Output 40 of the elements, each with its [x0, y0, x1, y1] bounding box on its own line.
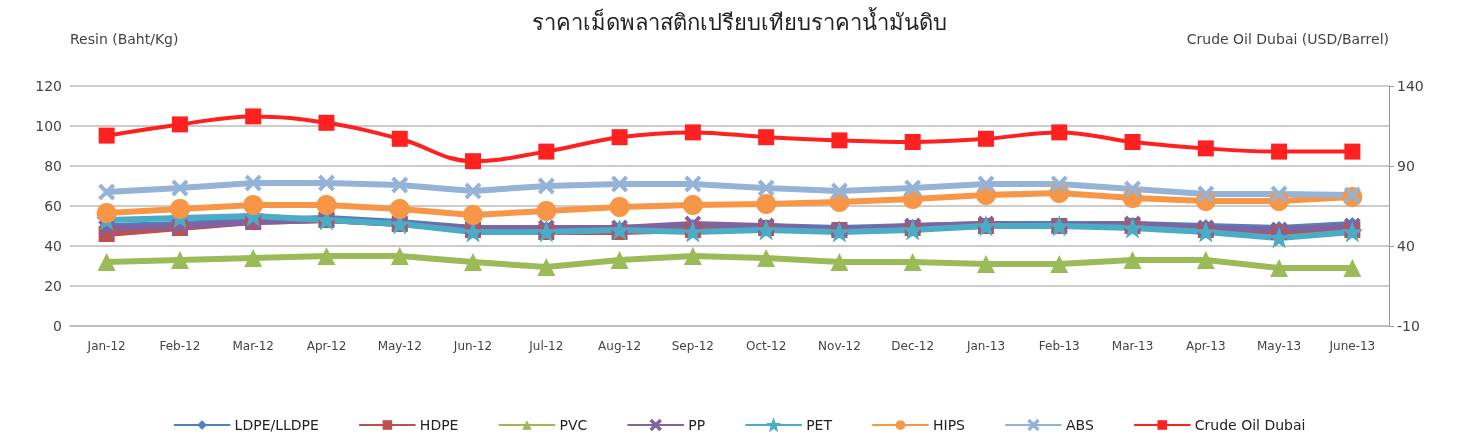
legend-label: ABS	[1065, 417, 1094, 433]
x-tick-label: Feb-13	[1038, 339, 1080, 353]
legend-label: PET	[806, 417, 833, 433]
y-tick-label: 0	[53, 318, 62, 334]
y2-tick-label: 90	[1397, 158, 1415, 174]
chart-title: ราคาเม็ดพลาสติกเปรียบเทียบราคาน้ำมันดิบ	[532, 6, 947, 35]
y2-tick-label: 140	[1397, 78, 1424, 94]
legend-label: PVC	[559, 417, 588, 433]
x-tick-label: Jun-12	[452, 339, 493, 353]
legend-label: Crude Oil Dubai	[1194, 417, 1306, 433]
y-tick-label: 20	[44, 278, 62, 294]
x-tick-label: Aug-12	[598, 339, 642, 353]
x-tick-label: Jul-12	[528, 339, 564, 353]
x-tick-label: Mar-13	[1111, 339, 1154, 353]
y-axis-title: Resin (Baht/Kg)	[70, 31, 179, 47]
y-tick-label: 60	[44, 198, 62, 214]
y2-tick-label: 40	[1397, 238, 1415, 254]
y-tick-label: 120	[35, 78, 62, 94]
y2-axis-title: Crude Oil Dubai (USD/Barrel)	[1186, 31, 1389, 47]
x-tick-label: June-13	[1328, 339, 1376, 353]
x-tick-label: Feb-12	[159, 339, 201, 353]
y-tick-label: 80	[44, 158, 62, 174]
x-tick-label: Mar-12	[232, 339, 274, 353]
legend-label: HDPE	[419, 417, 459, 433]
x-tick-label: Apr-13	[1186, 339, 1226, 353]
x-tick-label: Nov-12	[818, 339, 861, 353]
x-tick-label: Dec-12	[891, 339, 935, 353]
y2-tick-label: -10	[1397, 318, 1420, 334]
legend-label: HIPS	[932, 417, 966, 433]
x-tick-label: May-12	[377, 339, 422, 353]
legend-label: LDPE/LLDPE	[234, 417, 319, 433]
x-tick-label: Apr-12	[306, 339, 347, 353]
y-tick-label: 40	[44, 238, 62, 254]
x-tick-label: Jan-12	[86, 339, 126, 353]
x-tick-label: Sep-12	[671, 339, 714, 353]
x-tick-label: May-13	[1256, 339, 1302, 353]
legend-label: PP	[688, 417, 706, 433]
x-tick-label: Oct-12	[745, 339, 787, 353]
x-tick-label: Jan-13	[965, 339, 1006, 353]
y-tick-label: 100	[35, 118, 62, 134]
